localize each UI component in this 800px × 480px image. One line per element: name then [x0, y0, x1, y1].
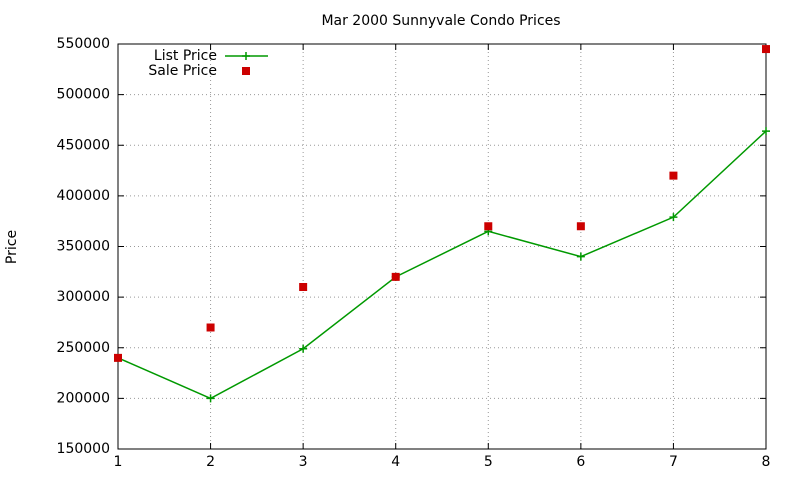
point: [762, 45, 770, 54]
point: [484, 222, 493, 231]
point: [576, 222, 585, 231]
point: [762, 127, 770, 136]
x-tick-label: 5: [484, 454, 493, 470]
point: [206, 394, 215, 403]
legend-label: List Price: [154, 48, 217, 64]
plot-border: [117, 43, 767, 450]
y-tick-label: 550000: [57, 36, 110, 52]
point: [576, 252, 585, 261]
point: [206, 323, 215, 332]
y-tick-label: 200000: [57, 390, 110, 406]
legend-label: Sale Price: [148, 63, 217, 79]
point: [391, 272, 400, 281]
chart-title: Mar 2000 Sunnyvale Condo Prices: [321, 13, 560, 29]
y-tick-label: 150000: [57, 441, 110, 457]
y-tick-label: 350000: [57, 239, 110, 255]
point: [114, 353, 122, 362]
x-tick-label: 6: [576, 454, 585, 470]
point: [669, 213, 678, 222]
series-line: [117, 130, 767, 400]
y-axis-label: Price: [4, 230, 20, 264]
x-tick-label: 4: [391, 454, 400, 470]
x-tick-label: 2: [206, 454, 215, 470]
point: [669, 171, 678, 180]
x-tick-label: 1: [114, 454, 123, 470]
point: [299, 344, 308, 353]
y-tick-label: 500000: [57, 87, 110, 103]
y-tick-label: 250000: [57, 340, 110, 356]
legend-marker: [242, 52, 250, 60]
point: [299, 283, 308, 291]
x-tick-label: 8: [762, 454, 771, 470]
y-tick-label: 450000: [57, 137, 110, 153]
y-tick-label: 300000: [57, 289, 110, 305]
x-tick-label: 3: [299, 454, 308, 470]
y-tick-label: 400000: [57, 188, 110, 204]
legend-marker: [242, 67, 250, 75]
x-tick-label: 7: [669, 454, 678, 470]
